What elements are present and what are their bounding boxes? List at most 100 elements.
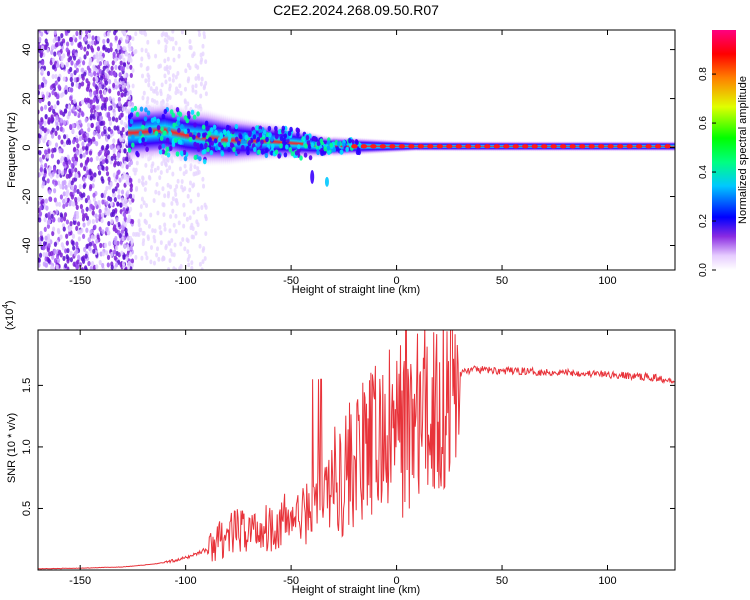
noise-point	[129, 206, 133, 212]
band-core-dot	[436, 144, 444, 149]
noise-point	[117, 252, 121, 258]
noise-point	[197, 169, 201, 175]
noise-point	[128, 177, 132, 183]
spectrogram-band-slice	[172, 102, 176, 162]
band-blob	[305, 134, 310, 141]
noise-point	[165, 31, 169, 37]
noise-point	[60, 32, 64, 39]
noise-point	[173, 242, 177, 248]
spectrogram-band-slice	[385, 138, 389, 154]
spectrogram-band-slice	[634, 140, 638, 152]
noise-point	[87, 137, 91, 143]
noise-point	[103, 129, 107, 135]
noise-point	[41, 154, 46, 160]
band-core-dot	[360, 144, 368, 149]
noise-point	[75, 60, 79, 66]
band-blob	[256, 136, 261, 142]
noise-point	[75, 241, 79, 247]
noise-point	[110, 218, 114, 224]
noise-point	[89, 157, 93, 163]
noise-point	[201, 43, 205, 49]
noise-point	[50, 49, 54, 55]
noise-point	[194, 83, 198, 89]
noise-point	[149, 212, 153, 218]
noise-point	[110, 264, 114, 270]
band-blob	[279, 143, 283, 149]
noise-point	[59, 41, 64, 47]
band-blob	[197, 132, 201, 138]
noise-point	[59, 126, 63, 132]
noise-point	[137, 222, 141, 228]
spectrogram-band-slice	[182, 105, 186, 165]
x-tick-label: 0	[394, 575, 400, 587]
spectrogram-band-slice	[296, 127, 300, 160]
band-blob	[219, 132, 224, 138]
noise-point	[85, 227, 89, 233]
noise-point	[192, 209, 196, 215]
noise-point	[123, 106, 127, 112]
y-tick-label: 40	[21, 43, 33, 55]
spectrogram-band-slice	[187, 106, 190, 165]
noise-point	[98, 226, 102, 232]
noise-point	[81, 75, 85, 81]
noise-point	[188, 215, 192, 221]
noise-point	[101, 165, 105, 171]
noise-point	[52, 217, 56, 223]
band-blob	[256, 141, 261, 147]
band-blob	[183, 115, 188, 121]
spectrogram-band-slice	[195, 107, 199, 166]
band-blob	[214, 145, 219, 151]
noise-point	[60, 62, 65, 68]
noise-point	[153, 238, 157, 244]
band-blob	[209, 127, 214, 133]
noise-point	[72, 55, 77, 61]
noise-point	[72, 245, 76, 251]
noise-point	[189, 198, 193, 204]
noise-point	[115, 217, 119, 223]
noise-point	[92, 192, 96, 198]
noise-point	[152, 198, 156, 203]
noise-point	[101, 159, 105, 165]
noise-point	[95, 105, 99, 111]
band-blob	[265, 136, 269, 143]
spectrogram-band-slice	[212, 110, 216, 167]
band-blob	[277, 153, 281, 159]
noise-point	[152, 234, 156, 240]
noise-point	[154, 189, 158, 195]
band-blob	[345, 146, 349, 153]
spectrogram-band-slice	[414, 141, 418, 152]
noise-point	[59, 234, 63, 240]
noise-point	[87, 33, 91, 39]
noise-point	[48, 140, 52, 146]
noise-point	[75, 173, 79, 179]
noise-point	[115, 125, 120, 131]
band-blob	[161, 143, 166, 149]
noise-point	[118, 177, 122, 183]
noise-point	[171, 77, 175, 83]
noise-point	[198, 261, 202, 267]
noise-point	[107, 134, 111, 140]
band-blob	[163, 130, 167, 136]
noise-point	[69, 221, 73, 227]
noise-point	[113, 239, 117, 246]
spectrogram-band-slice	[290, 126, 294, 160]
noise-point	[132, 49, 136, 55]
noise-point	[89, 99, 93, 105]
noise-point	[169, 248, 173, 254]
spectrogram-band-slice	[499, 140, 503, 152]
spectrogram-band-slice	[153, 101, 157, 161]
band-blob	[326, 145, 331, 151]
noise-point	[69, 95, 73, 101]
spectrogram-band-slice	[651, 140, 654, 152]
y-tick-label: 1.0	[21, 439, 33, 454]
noise-point	[78, 136, 82, 142]
band-blob	[236, 140, 241, 146]
band-blob	[262, 129, 267, 135]
noise-point	[180, 30, 184, 35]
band-blob	[299, 155, 303, 161]
noise-point	[90, 261, 95, 267]
noise-point	[86, 170, 90, 176]
noise-point	[53, 248, 57, 254]
band-blob	[176, 120, 181, 126]
noise-point	[137, 178, 141, 184]
